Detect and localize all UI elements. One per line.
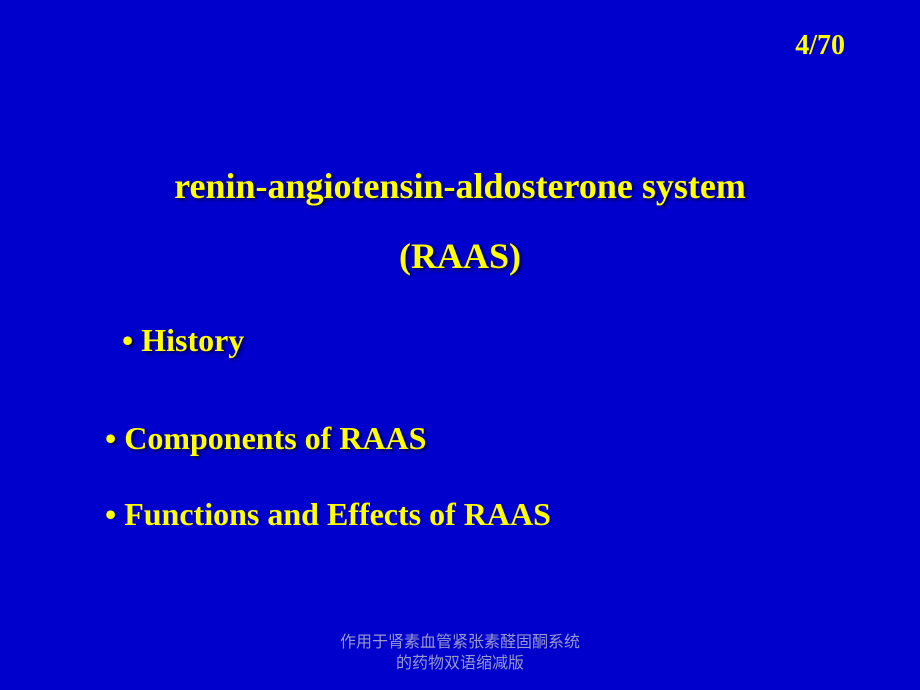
- page-counter: 4/70: [795, 30, 845, 62]
- footer-text: 作用于肾素血管紧张素醛固酮系统 的药物双语缩减版: [0, 633, 920, 675]
- bullet-functions: • Functions and Effects of RAAS: [105, 496, 551, 533]
- footer-line-2: 的药物双语缩减版: [396, 655, 524, 672]
- bullet-history: • History: [122, 322, 244, 359]
- slide-subtitle: (RAAS): [0, 235, 920, 277]
- slide-title: renin-angiotensin-aldosterone system: [0, 165, 920, 207]
- bullet-components: • Components of RAAS: [105, 420, 426, 457]
- footer-line-1: 作用于肾素血管紧张素醛固酮系统: [340, 634, 580, 651]
